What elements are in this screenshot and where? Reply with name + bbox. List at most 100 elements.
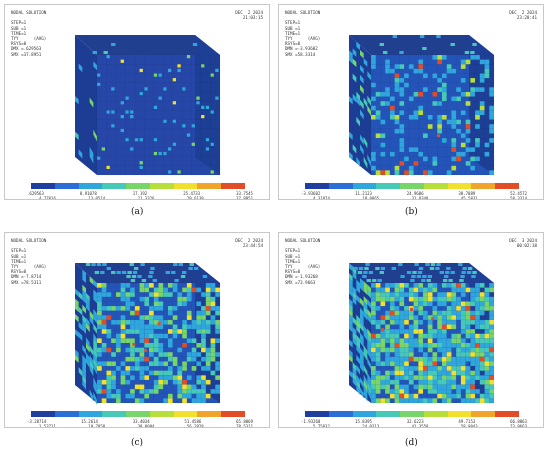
mesh-cell [427, 275, 433, 278]
mesh-cell [191, 319, 197, 325]
mesh-cell [394, 82, 400, 88]
mesh-cell [366, 279, 371, 282]
mesh-cell [349, 263, 353, 272]
mesh-cell [380, 375, 386, 380]
mesh-cell [389, 333, 395, 339]
mesh-cell [427, 287, 433, 293]
mesh-cell [380, 296, 386, 302]
mesh-cell [106, 267, 112, 270]
header-line: DMX =.629563 [11, 46, 42, 52]
mesh-cell [93, 279, 97, 289]
mesh-cell [451, 156, 457, 162]
mesh-cell [389, 306, 395, 311]
mesh-cell [389, 356, 395, 362]
mesh-cell [120, 370, 126, 376]
mesh-cell [367, 328, 371, 339]
mesh-cell [375, 389, 381, 394]
mesh-cell [182, 296, 187, 302]
mesh-cell [432, 366, 438, 371]
mesh-cell [446, 283, 452, 288]
mesh-cell [127, 271, 132, 274]
colorbar-tick-label: 24.0313 [362, 424, 380, 428]
mesh-cell [177, 366, 183, 371]
mesh-cell [460, 133, 466, 139]
mesh-cell [465, 101, 471, 106]
mesh-cell [475, 356, 480, 362]
mesh-cell [371, 356, 376, 362]
mesh-cell [360, 317, 364, 328]
mesh-cell [93, 61, 97, 71]
mesh-cell [446, 343, 452, 348]
mesh-cell [475, 398, 480, 403]
figure-panel-c: NODAL SOLUTION STEP=1 SUB =1 TIME=1 TYY (AV… [4, 232, 270, 428]
mesh-cell [182, 329, 187, 334]
mesh-cell [356, 294, 360, 304]
mesh-cell [201, 379, 206, 385]
mesh-hotspot [381, 328, 385, 332]
mesh-cell [205, 301, 211, 307]
mesh-cell [375, 287, 381, 293]
mesh-cell [106, 370, 112, 376]
mesh-cell [106, 110, 110, 114]
mesh-cell [134, 384, 140, 390]
mesh-cell [158, 292, 164, 297]
mesh-cell [141, 279, 147, 282]
mesh-cell [120, 379, 126, 385]
mesh-cell [446, 310, 452, 316]
mesh-cell [451, 115, 457, 120]
mesh-cell [368, 271, 374, 274]
mesh-cell [356, 319, 360, 329]
mesh-cell [479, 110, 485, 115]
mesh-cell [89, 364, 94, 377]
mesh-cell [371, 389, 376, 394]
mesh-cell [371, 306, 376, 311]
mesh-cell [120, 115, 124, 119]
mesh-cell [356, 314, 360, 324]
mesh-cell [394, 87, 400, 92]
mesh-cell [446, 319, 452, 325]
header-date-line: DEC 2 2024 [235, 10, 263, 15]
mesh-cell [371, 343, 376, 348]
mesh-cell [465, 329, 471, 334]
mesh-cell [489, 310, 494, 316]
mesh-cell [399, 64, 405, 69]
panel-c-header: NODAL SOLUTION STEP=1 SUB =1 TIME=1 TYY (AV… [11, 238, 46, 285]
mesh-cell [404, 310, 409, 316]
mesh-cell [389, 96, 395, 102]
mesh-cell [436, 35, 441, 38]
mesh-cell [456, 87, 461, 92]
mesh-cell [394, 64, 400, 69]
mesh-cell [404, 375, 409, 380]
mesh-cell [93, 377, 97, 390]
mesh-cell [120, 101, 124, 105]
mesh-cell [418, 338, 424, 343]
header-line: RSYS=0 [11, 269, 27, 275]
mesh-cell [446, 384, 452, 390]
mesh-cell [82, 374, 86, 385]
mesh-cell [186, 315, 192, 320]
mesh-cell [380, 347, 386, 353]
mesh-cell [489, 138, 494, 143]
mesh-cell [363, 330, 368, 341]
mesh-hotspot [157, 322, 161, 326]
mesh-cell [479, 379, 485, 385]
mesh-cell [125, 356, 131, 362]
mesh-cell [475, 292, 480, 297]
mesh-cell [363, 58, 368, 67]
mesh-cell [93, 338, 97, 350]
mesh-cell [446, 170, 452, 175]
mesh-cell [484, 301, 490, 307]
colorbar-swatch [126, 183, 150, 189]
mesh-cell [371, 398, 376, 403]
mesh-cell [394, 319, 400, 325]
mesh-cell [441, 370, 447, 376]
mesh-cell [465, 375, 471, 380]
mesh-cell [153, 370, 159, 376]
mesh-cell [116, 271, 121, 274]
colorbar-swatch [471, 411, 496, 417]
mesh-cell [446, 347, 452, 353]
mesh-cell [470, 78, 476, 83]
mesh-cell [446, 366, 452, 371]
mesh-cell [93, 362, 97, 375]
mesh-cell [349, 354, 353, 363]
